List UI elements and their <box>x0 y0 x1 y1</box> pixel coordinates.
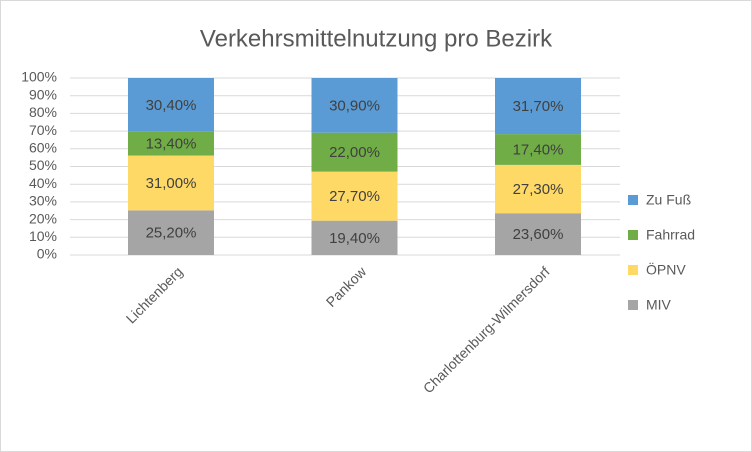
y-tick-label: 0% <box>37 246 57 262</box>
chart-title: Verkehrsmittelnutzung pro Bezirk <box>200 25 553 52</box>
value-label: 31,70% <box>513 98 564 115</box>
value-label: 13,40% <box>146 136 197 153</box>
y-tick-label: 60% <box>29 140 57 156</box>
legend-swatch <box>628 195 638 205</box>
legend-swatch <box>628 230 638 240</box>
value-label: 23,60% <box>513 226 564 243</box>
bar-segment <box>311 78 398 133</box>
y-tick-label: 30% <box>29 193 57 209</box>
y-tick-label: 50% <box>29 157 57 173</box>
legend-label: ÖPNV <box>646 261 686 278</box>
bar-segment <box>311 171 398 221</box>
y-tick-label: 90% <box>29 86 57 102</box>
bar-segment <box>495 78 581 135</box>
bar-segment <box>128 210 214 255</box>
value-label: 30,90% <box>329 97 380 114</box>
legend-label: MIV <box>646 297 672 313</box>
bar-segment <box>311 132 398 172</box>
bar-segment <box>128 78 214 132</box>
legend-swatch <box>628 300 638 310</box>
bar-segment <box>495 164 581 214</box>
y-tick-label: 100% <box>21 69 57 85</box>
value-label: 30,40% <box>146 97 197 114</box>
value-label: 19,40% <box>329 230 380 247</box>
y-tick-label: 80% <box>29 104 57 120</box>
value-label: 27,70% <box>329 188 380 205</box>
bar-segment <box>311 220 398 255</box>
value-label: 17,40% <box>513 141 564 158</box>
value-label: 25,20% <box>146 225 197 242</box>
y-tick-label: 10% <box>29 228 57 244</box>
y-tick-label: 40% <box>29 175 57 191</box>
legend-swatch <box>628 265 638 275</box>
value-label: 31,00% <box>146 175 197 192</box>
value-label: 27,30% <box>513 181 564 198</box>
bar-segment <box>495 134 581 165</box>
value-label: 22,00% <box>329 144 380 161</box>
bar-segment <box>128 131 214 156</box>
y-tick-label: 20% <box>29 210 57 226</box>
legend-label: Fahrrad <box>646 227 695 243</box>
bar-segment <box>495 213 581 255</box>
bar-segment <box>128 155 214 211</box>
legend-label: Zu Fuß <box>646 192 691 208</box>
y-tick-label: 70% <box>29 122 57 138</box>
